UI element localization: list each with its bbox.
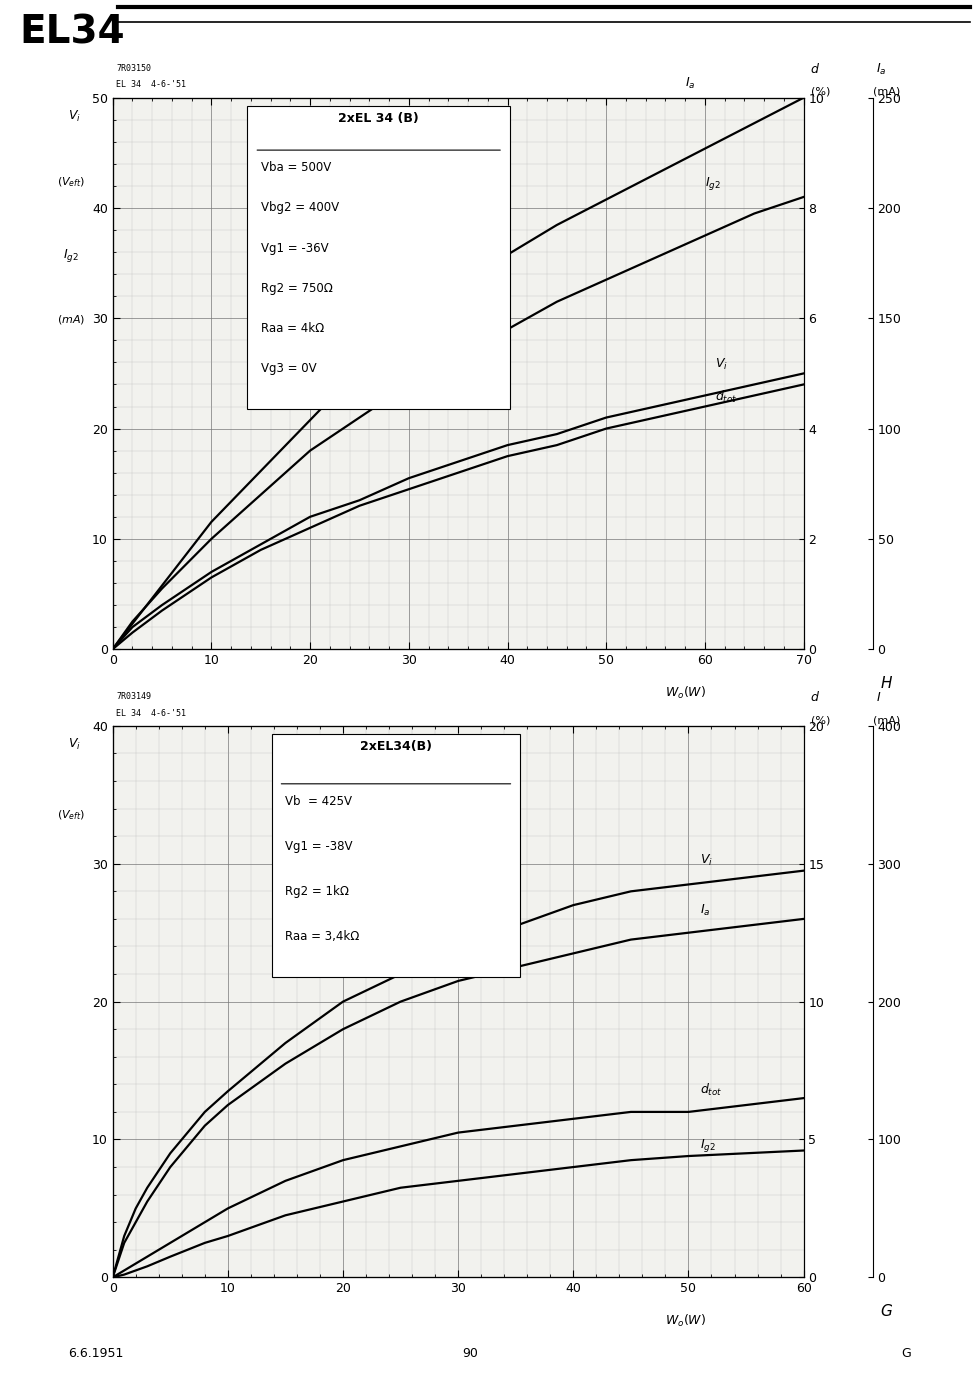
Text: d: d <box>810 691 818 704</box>
Text: 2xEL 34 (B): 2xEL 34 (B) <box>338 112 419 124</box>
Text: Vg1 = -38V: Vg1 = -38V <box>285 840 353 853</box>
Text: $V_i$: $V_i$ <box>714 357 728 371</box>
Bar <box>271 734 520 977</box>
Text: (%): (%) <box>810 87 830 96</box>
Text: G: G <box>881 1304 893 1319</box>
Text: $I$: $I$ <box>876 691 881 704</box>
Text: Vba = 500V: Vba = 500V <box>262 161 331 174</box>
Text: $(mA)$: $(mA)$ <box>57 313 85 325</box>
Text: EL 34  4-6-'51: EL 34 4-6-'51 <box>117 81 186 89</box>
Text: $I_{g2}$: $I_{g2}$ <box>700 1136 715 1154</box>
Text: Vbg2 = 400V: Vbg2 = 400V <box>262 201 339 215</box>
Text: (mA): (mA) <box>872 715 900 725</box>
Text: Vb  = 425V: Vb = 425V <box>285 794 353 808</box>
Text: $W_o(W)$: $W_o(W)$ <box>665 685 707 701</box>
Text: 7R03149: 7R03149 <box>117 692 151 701</box>
Text: $I_{g2}$: $I_{g2}$ <box>64 247 79 264</box>
Text: Vg3 = 0V: Vg3 = 0V <box>262 363 317 376</box>
Text: Rg2 = 1kΩ: Rg2 = 1kΩ <box>285 885 350 898</box>
Text: EL34: EL34 <box>20 13 125 52</box>
Text: $V_i$: $V_i$ <box>69 737 81 752</box>
Text: Vg1 = -36V: Vg1 = -36V <box>262 242 329 254</box>
Text: $(V_{eft})$: $(V_{eft})$ <box>57 174 85 188</box>
Text: (%): (%) <box>810 715 830 725</box>
Text: Raa = 4kΩ: Raa = 4kΩ <box>262 322 324 335</box>
Text: 90: 90 <box>463 1347 478 1360</box>
Text: d: d <box>810 63 818 75</box>
Text: $(V_{eft})$: $(V_{eft})$ <box>57 808 85 822</box>
Text: EL 34  4-6-'51: EL 34 4-6-'51 <box>117 709 186 718</box>
Text: $d_{tot}$: $d_{tot}$ <box>714 389 737 405</box>
Text: $I_a$: $I_a$ <box>876 61 887 77</box>
Text: 7R03150: 7R03150 <box>117 64 151 73</box>
Text: 2xEL34(B): 2xEL34(B) <box>360 740 432 752</box>
Text: $I_a$: $I_a$ <box>700 902 710 917</box>
Text: $d_{tot}$: $d_{tot}$ <box>700 1082 722 1099</box>
Text: Raa = 3,4kΩ: Raa = 3,4kΩ <box>285 931 360 944</box>
Text: $W_o(W)$: $W_o(W)$ <box>665 1314 707 1329</box>
Text: $V_i$: $V_i$ <box>700 853 712 868</box>
Text: Rg2 = 750Ω: Rg2 = 750Ω <box>262 282 333 295</box>
Text: G: G <box>902 1347 911 1360</box>
Text: 6.6.1951: 6.6.1951 <box>69 1347 124 1360</box>
Bar <box>247 106 510 409</box>
Text: $I_a$: $I_a$ <box>685 75 696 91</box>
Text: (mA): (mA) <box>872 87 900 96</box>
Text: $I_{g2}$: $I_{g2}$ <box>705 174 720 193</box>
Text: $V_i$: $V_i$ <box>69 109 81 124</box>
Text: H: H <box>881 676 892 691</box>
